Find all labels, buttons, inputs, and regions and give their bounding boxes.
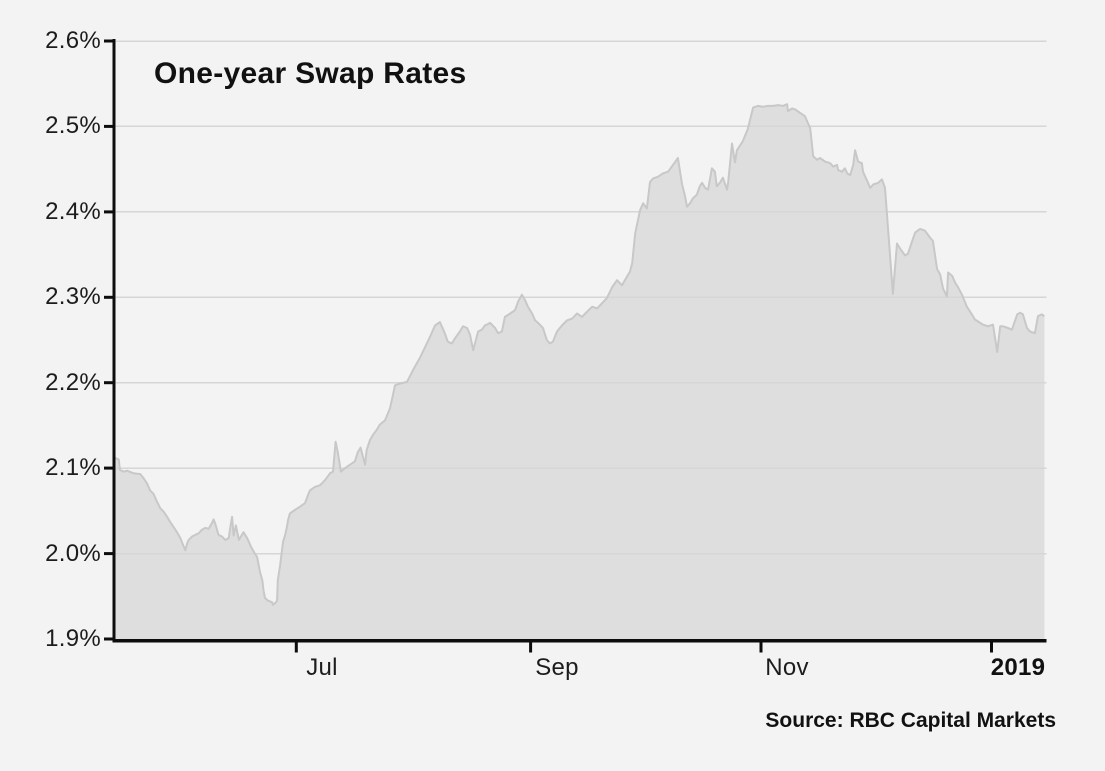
swap-rate-line (114, 103, 1045, 606)
x-tick-Sep (529, 642, 533, 653)
y-axis-label-2.6%: 2.6% (45, 27, 101, 54)
y-axis-label-2.2%: 2.2% (45, 369, 101, 396)
y-axis-label-2.3%: 2.3% (45, 283, 101, 310)
y-tick-2.1% (104, 466, 113, 470)
y-tick-2.4% (104, 210, 113, 214)
y-axis-label-2.0%: 2.0% (45, 540, 101, 567)
source-note: Source: RBC Capital Markets (765, 709, 1056, 732)
y-tick-2.3% (104, 295, 113, 299)
x-axis-label-nov: Nov (765, 654, 809, 681)
y-axis-label-1.9%: 1.9% (45, 625, 101, 652)
y-axis-label-2.1%: 2.1% (45, 454, 101, 481)
chart-title: One-year Swap Rates (154, 57, 467, 90)
y-tick-2.2% (104, 381, 113, 385)
x-axis-label-2019: 2019 (990, 654, 1046, 681)
y-tick-1.9% (104, 637, 113, 641)
swap-rate-area (115, 104, 1045, 639)
y-tick-2.0% (104, 552, 113, 556)
y-tick-2.6% (104, 39, 113, 43)
y-axis-label-2.4%: 2.4% (45, 198, 101, 225)
x-tick-Jul (294, 642, 298, 653)
x-tick-Nov (759, 642, 763, 653)
x-axis-label-sep: Sep (535, 654, 579, 681)
y-axis-label-2.5%: 2.5% (45, 112, 101, 139)
x-axis-label-jul: Jul (306, 654, 338, 681)
y-tick-2.5% (104, 124, 113, 128)
y-axis (112, 39, 116, 643)
x-axis (112, 639, 1047, 643)
x-tick-2019 (990, 642, 993, 653)
